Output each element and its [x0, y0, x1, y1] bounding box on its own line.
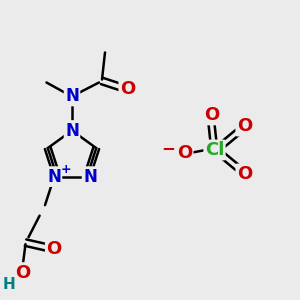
Text: +: +: [61, 163, 71, 176]
Text: N: N: [83, 168, 97, 186]
Text: N: N: [65, 87, 79, 105]
Text: N: N: [65, 122, 79, 140]
Text: O: O: [237, 165, 252, 183]
Text: O: O: [46, 240, 62, 258]
Text: O: O: [204, 106, 219, 124]
Text: H: H: [3, 277, 15, 292]
Text: O: O: [120, 80, 135, 98]
Text: −: −: [161, 140, 175, 158]
Text: O: O: [15, 264, 30, 282]
Text: N: N: [47, 168, 61, 186]
Text: O: O: [237, 117, 252, 135]
Text: Cl: Cl: [205, 141, 224, 159]
Text: O: O: [177, 144, 192, 162]
